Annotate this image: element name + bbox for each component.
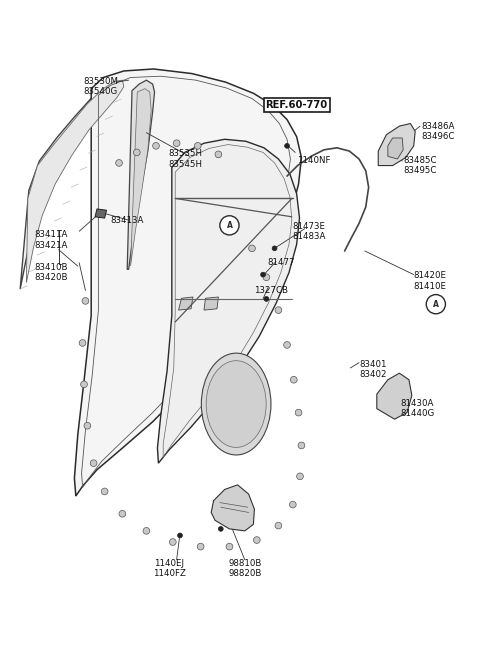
Polygon shape bbox=[378, 124, 415, 166]
Circle shape bbox=[426, 294, 445, 314]
Text: 83401
83402: 83401 83402 bbox=[359, 359, 386, 379]
Polygon shape bbox=[20, 72, 130, 289]
Polygon shape bbox=[377, 373, 412, 419]
Text: 83535H
83545H: 83535H 83545H bbox=[168, 149, 202, 169]
Circle shape bbox=[249, 245, 255, 252]
Polygon shape bbox=[74, 69, 301, 496]
Polygon shape bbox=[95, 209, 107, 218]
Circle shape bbox=[81, 381, 87, 388]
Circle shape bbox=[215, 151, 222, 158]
Circle shape bbox=[178, 533, 182, 538]
Text: 83410B
83420B: 83410B 83420B bbox=[35, 263, 68, 283]
Text: A: A bbox=[227, 221, 232, 230]
Circle shape bbox=[275, 522, 282, 529]
Circle shape bbox=[275, 307, 282, 313]
Circle shape bbox=[295, 409, 302, 416]
Text: 98810B
98820B: 98810B 98820B bbox=[228, 558, 262, 578]
Circle shape bbox=[169, 539, 176, 545]
Circle shape bbox=[290, 376, 297, 383]
Text: 83411A
83421A: 83411A 83421A bbox=[35, 230, 68, 250]
Ellipse shape bbox=[202, 353, 271, 455]
Circle shape bbox=[173, 140, 180, 147]
Circle shape bbox=[220, 215, 239, 235]
Polygon shape bbox=[131, 89, 151, 266]
Text: 1327CB: 1327CB bbox=[254, 286, 288, 295]
Polygon shape bbox=[26, 80, 124, 283]
Circle shape bbox=[285, 143, 289, 148]
Circle shape bbox=[232, 221, 239, 228]
Polygon shape bbox=[127, 80, 155, 269]
Polygon shape bbox=[204, 297, 218, 310]
Circle shape bbox=[197, 543, 204, 550]
Circle shape bbox=[297, 473, 303, 480]
Polygon shape bbox=[179, 297, 193, 310]
Circle shape bbox=[133, 149, 140, 156]
Text: 81473E
81483A: 81473E 81483A bbox=[293, 221, 326, 241]
Text: 83530M
83540G: 83530M 83540G bbox=[84, 77, 118, 97]
Circle shape bbox=[289, 501, 296, 508]
Circle shape bbox=[194, 143, 201, 149]
Text: A: A bbox=[433, 300, 439, 309]
Text: 83413A: 83413A bbox=[110, 215, 144, 225]
Text: REF.60-770: REF.60-770 bbox=[265, 100, 328, 110]
Text: 83486A
83496C: 83486A 83496C bbox=[421, 122, 455, 141]
Text: 81430A
81440G: 81430A 81440G bbox=[401, 399, 435, 419]
Text: 83485C
83495C: 83485C 83495C bbox=[403, 156, 437, 175]
Ellipse shape bbox=[206, 361, 266, 447]
Polygon shape bbox=[211, 485, 254, 531]
Circle shape bbox=[90, 460, 97, 466]
Text: 81420E
81410E: 81420E 81410E bbox=[414, 271, 447, 291]
Circle shape bbox=[143, 528, 150, 534]
Circle shape bbox=[284, 342, 290, 348]
Circle shape bbox=[298, 442, 305, 449]
Circle shape bbox=[261, 272, 265, 277]
Circle shape bbox=[101, 488, 108, 495]
Circle shape bbox=[263, 274, 270, 281]
Text: 1140NF: 1140NF bbox=[297, 156, 330, 166]
Circle shape bbox=[79, 340, 86, 346]
Circle shape bbox=[153, 143, 159, 149]
Text: 81477: 81477 bbox=[267, 258, 295, 267]
Circle shape bbox=[253, 537, 260, 543]
Polygon shape bbox=[388, 138, 403, 159]
Circle shape bbox=[264, 296, 269, 302]
Polygon shape bbox=[157, 139, 300, 463]
Circle shape bbox=[218, 526, 223, 532]
Circle shape bbox=[226, 543, 233, 550]
Circle shape bbox=[84, 422, 91, 429]
Circle shape bbox=[116, 160, 122, 166]
Text: 1140EJ
1140FZ: 1140EJ 1140FZ bbox=[153, 558, 185, 578]
Circle shape bbox=[119, 510, 126, 517]
Circle shape bbox=[82, 298, 89, 304]
Circle shape bbox=[272, 246, 277, 251]
